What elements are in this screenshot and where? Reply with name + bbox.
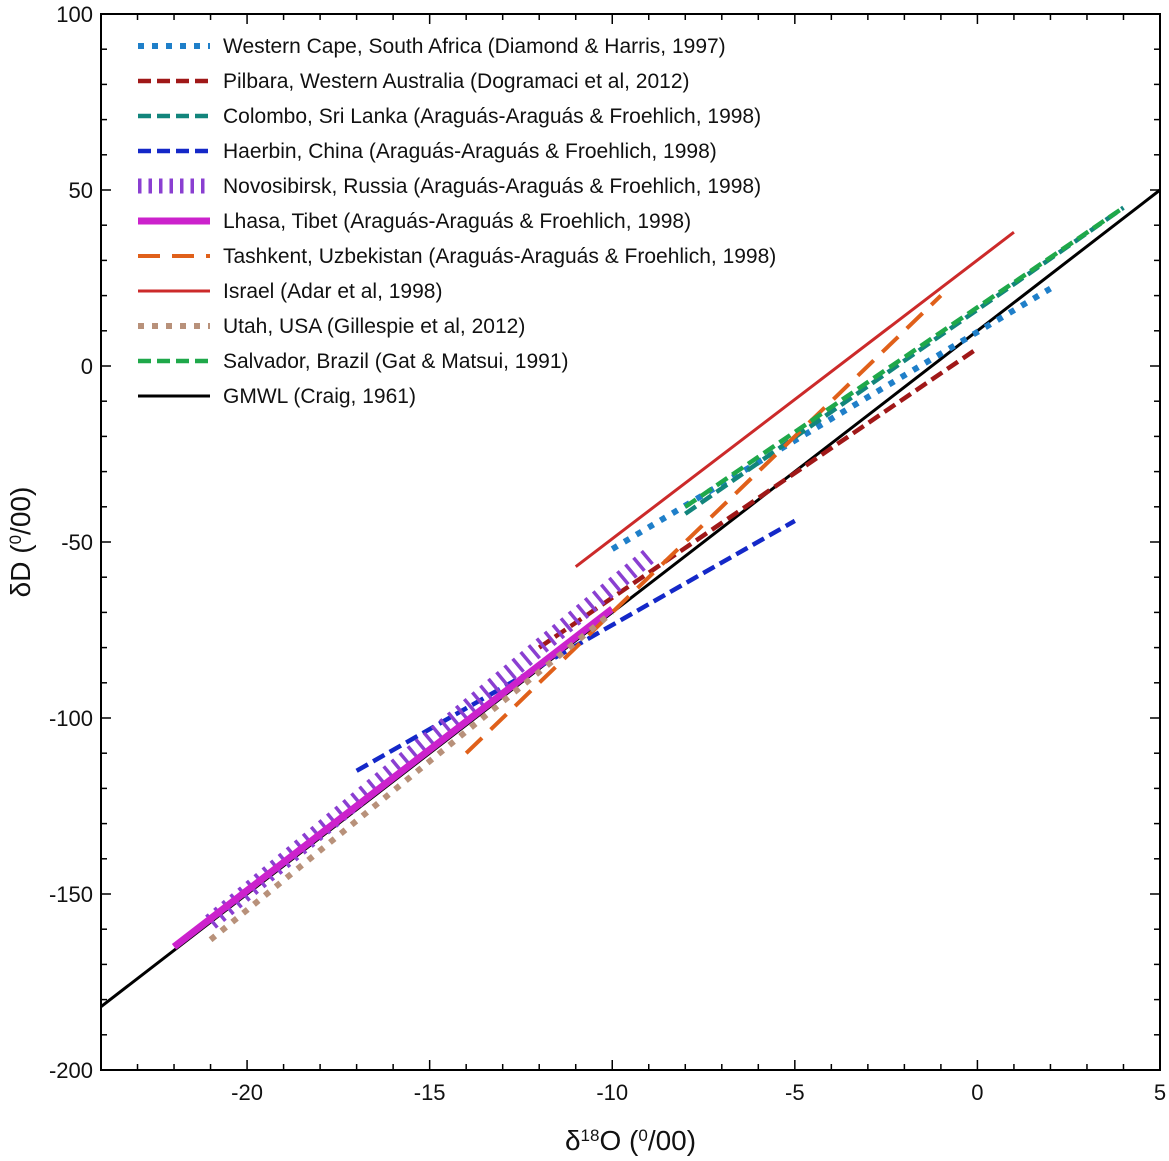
legend-label-8: Utah, USA (Gillespie et al, 2012)	[223, 315, 525, 338]
x-tick-label: 0	[971, 1080, 983, 1105]
x-tick-label: -5	[785, 1080, 805, 1105]
plot-marks	[100, 188, 1161, 1008]
x-tick-label: -10	[596, 1080, 628, 1105]
series-line-6	[464, 294, 943, 755]
series-line-7	[574, 231, 1015, 568]
legend-label-1: Pilbara, Western Australia (Dogramaci et…	[223, 70, 690, 93]
legend-label-9: Salvador, Brazil (Gat & Matsui, 1991)	[223, 350, 569, 373]
y-tick-label: -100	[49, 706, 93, 731]
legend-label-3: Haerbin, China (Araguás-Araguás & Froehl…	[223, 140, 717, 163]
y-tick-label: -150	[49, 882, 93, 907]
y-axis-title-main: δD (	[5, 544, 36, 598]
x-tick-label: 5	[1154, 1080, 1166, 1105]
series-line-5	[171, 606, 615, 950]
y-axis-title-unit-sup: 0	[6, 535, 25, 544]
x-axis-title: δ18O (0/00)	[565, 1125, 696, 1156]
legend-label-10: GMWL (Craig, 1961)	[223, 385, 416, 408]
x-axis-title-unit-open: (	[621, 1125, 639, 1156]
plot-area	[100, 13, 1161, 1071]
legend-label-7: Israel (Adar et al, 1998)	[223, 280, 442, 303]
series-line-9	[684, 205, 1125, 509]
legend-label-4: Novosibirsk, Russia (Araguás-Araguás & F…	[223, 175, 761, 198]
legend: Western Cape, South Africa (Diamond & Ha…	[138, 35, 776, 408]
x-axis-title-delta: δ	[565, 1125, 581, 1156]
series-line-1	[537, 346, 979, 650]
y-tick-label: 50	[69, 178, 93, 203]
x-axis-title-unit-rest: /00)	[648, 1125, 696, 1156]
y-tick-label: 100	[56, 2, 93, 27]
series-line-8	[208, 610, 615, 943]
y-tick-label: -50	[61, 530, 93, 555]
legend-label-6: Tashkent, Uzbekistan (Araguás-Araguás & …	[223, 245, 776, 268]
x-axis-title-unit-sup: 0	[638, 1126, 647, 1145]
legend-label-2: Colombo, Sri Lanka (Araguás-Araguás & Fr…	[223, 105, 761, 128]
y-tick-label: 0	[81, 354, 93, 379]
x-axis-title-sup: 18	[581, 1126, 600, 1145]
y-tick-label: -200	[49, 1058, 93, 1083]
x-tick-label: -20	[231, 1080, 263, 1105]
legend-label-0: Western Cape, South Africa (Diamond & Ha…	[223, 35, 726, 58]
x-axis-title-element: O	[599, 1125, 621, 1156]
x-tick-label: -15	[414, 1080, 446, 1105]
y-axis-title-unit-rest: /00)	[5, 487, 36, 535]
y-axis-title: δD (0/00)	[5, 487, 36, 598]
series-line-0	[610, 285, 1052, 552]
legend-label-5: Lhasa, Tibet (Araguás-Araguás & Froehlic…	[223, 210, 691, 233]
